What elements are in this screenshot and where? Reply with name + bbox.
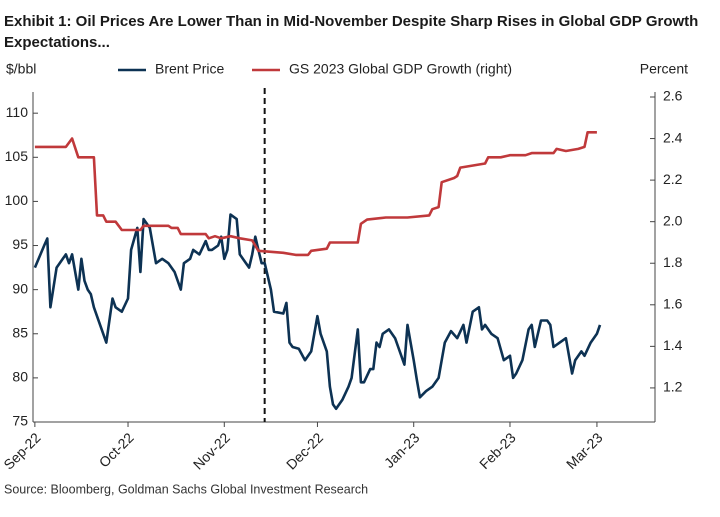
y2-tick-label: 1.4 (663, 337, 683, 353)
y2-axis-label: Percent (640, 61, 688, 77)
y2-tick-label: 1.2 (663, 379, 683, 395)
y2-tick-label: 2.2 (663, 171, 683, 187)
y-tick-label: 90 (12, 280, 28, 296)
y2-tick-label: 2.4 (663, 129, 683, 145)
y2-tick-label: 2.0 (663, 212, 683, 228)
series-line (33, 213, 602, 411)
source: Source: Bloomberg, Goldman Sachs Global … (4, 482, 368, 496)
series-line (34, 131, 597, 257)
x-tick-label: Dec-22 (283, 429, 326, 472)
y-tick-label: 100 (5, 192, 29, 208)
y-tick-label: 95 (12, 236, 28, 252)
x-tick-label: Jan-23 (381, 429, 423, 471)
chart-title: Exhibit 1: Oil Prices Are Lower Than in … (4, 13, 698, 30)
x-tick-label: Mar-23 (563, 429, 606, 472)
x-tick-label: Feb-23 (476, 429, 519, 472)
chart-title: Expectations... (4, 34, 110, 51)
y-tick-label: 80 (12, 369, 28, 385)
y2-tick-label: 2.6 (663, 88, 683, 104)
y-tick-label: 75 (12, 413, 28, 429)
x-tick-label: Nov-22 (190, 429, 233, 472)
x-tick-label: Oct-22 (96, 429, 137, 470)
x-tick-label: Sep-22 (0, 429, 43, 472)
y2-tick-label: 1.6 (663, 295, 683, 311)
y-tick-label: 110 (6, 104, 29, 120)
legend-label: GS 2023 Global GDP Growth (right) (289, 61, 512, 77)
y-tick-label: 105 (5, 148, 29, 164)
y-axis-label: $/bbl (6, 61, 36, 77)
y-tick-label: 85 (12, 324, 28, 340)
y2-tick-label: 1.8 (663, 254, 683, 270)
legend-label: Brent Price (155, 61, 224, 77)
